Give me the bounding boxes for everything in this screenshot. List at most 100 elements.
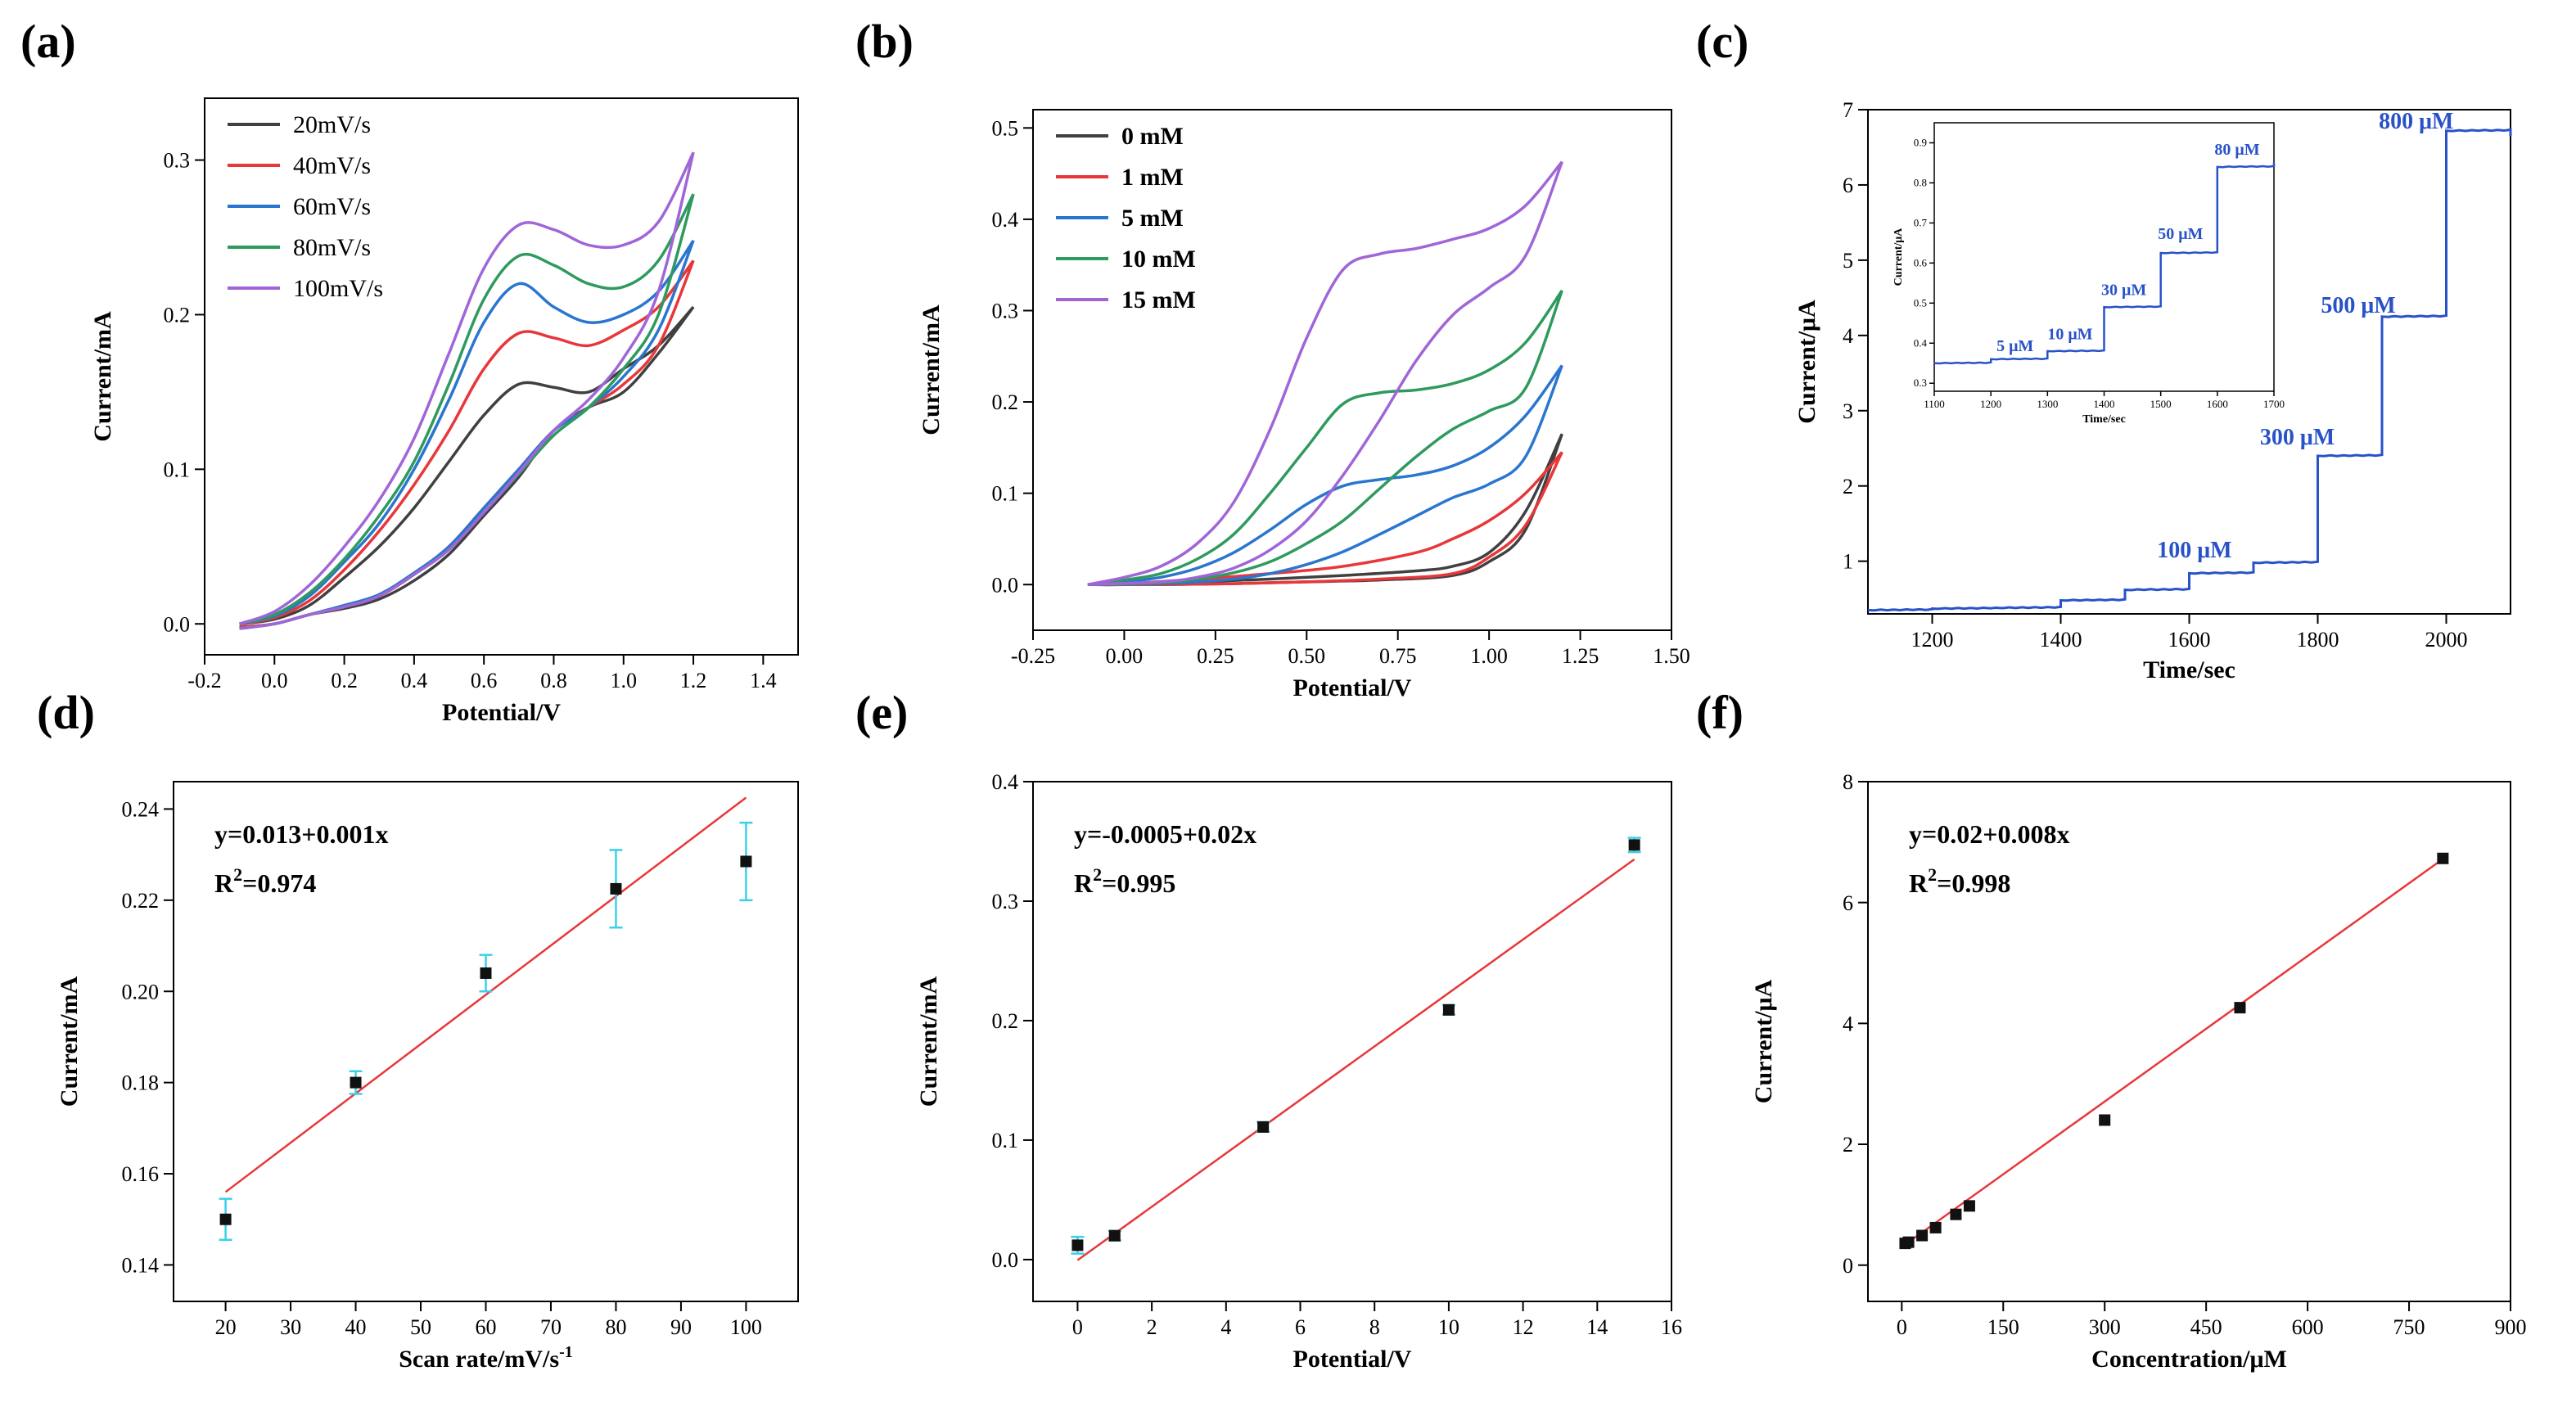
plot-frame [173,781,799,1302]
step-annotation: 800 μM [2379,109,2453,134]
panel-label: (a) [20,15,76,68]
x-tick-label: 16 [1661,1315,1682,1339]
x-tick-label: 90 [670,1315,692,1339]
x-tick-label: 80 [605,1315,626,1339]
inset-step-annotation: 80 μM [2214,141,2259,159]
fit-equation: y=0.02+0.008x [1909,819,2069,849]
y-tick-label: 0.18 [122,1071,160,1095]
x-axis-label-text: Concentration/μM [2091,1346,2287,1373]
series-line-100mV/s [239,151,695,630]
x-tick-label: 50 [410,1315,431,1339]
y-tick-label: 6 [1843,174,1853,197]
series-line-1 mM [1087,451,1563,587]
legend-label: 60mV/s [293,193,371,220]
inset-y-tick-label: 0.4 [1914,336,1928,349]
fit-line [1901,858,2444,1248]
y-tick-label: 0.1 [992,482,1019,506]
x-axis-label-text: Scan rate/mV/s [399,1346,559,1373]
inset-step-annotation: 5 μM [1996,337,2033,355]
inset-y-tick-label: 0.8 [1914,176,1927,188]
y-tick-label: 0.0 [992,1248,1019,1272]
x-tick-label: 150 [1987,1315,2019,1339]
y-tick-label: 3 [1843,399,1853,423]
x-tick-label: 0.25 [1197,644,1234,668]
data-point [1916,1229,1929,1242]
x-tick-label: 12 [1513,1315,1534,1339]
x-axis-label-sup: -1 [559,1343,573,1361]
x-tick-label: 1400 [2040,628,2082,652]
data-point [219,1213,232,1225]
x-axis-label: Potential/V [1293,674,1412,701]
inset-y-tick-label: 0.6 [1914,256,1928,268]
x-tick-label: 0.00 [1106,644,1144,668]
panel-d: (d) 20 30 40 50 60 70 80 90 100 0.14 0.16 0.18 0.20 0.… [37,686,799,1373]
series-line-0 mM [1087,433,1563,587]
y-tick-label: 1 [1843,550,1853,574]
inset-x-tick-label: 1400 [2094,398,2115,410]
step-annotation: 100 μM [2157,538,2231,563]
inset-step-annotation: 10 μM [2047,325,2092,343]
data-point [1628,839,1640,851]
fit-equation: y=-0.0005+0.02x [1074,819,1256,849]
x-tick-label: -0.25 [1011,644,1055,668]
inset-x-tick-label: 1500 [2150,398,2172,410]
x-tick-label: 900 [2495,1315,2527,1339]
panel-e: (e) 0 2 4 6 8 10 12 14 16 0.0 0.1 0.2 0.3 0.4 Potential… [855,686,1682,1373]
r2-label: R [214,868,234,898]
data-point [1902,1236,1915,1248]
fit-line [1076,858,1635,1261]
r2-sup: 2 [233,864,242,885]
data-point [2437,852,2449,864]
x-tick-label: 1.00 [1470,644,1508,668]
data-point [610,882,622,895]
x-tick-label: 14 [1586,1315,1608,1339]
legend-label: 20mV/s [293,111,371,138]
x-tick-label: 1800 [2297,628,2339,652]
y-axis-label: Current/mA [56,976,83,1107]
series-line-40mV/s [239,259,695,629]
inset-step-annotation: 30 μM [2101,282,2146,300]
x-tick-label: -0.2 [187,669,221,692]
panel-label: (b) [855,15,914,68]
y-tick-label: 0.0 [992,573,1019,597]
r2-value: =0.974 [242,868,316,898]
x-axis-label: Scan rate/mV/s-1 [399,1343,572,1373]
step-annotation: 500 μM [2321,293,2395,318]
fit-line [224,796,747,1193]
y-tick-label: 0.3 [992,890,1019,913]
y-tick-label: 4 [1843,324,1853,348]
legend-label: 10 mM [1121,246,1196,273]
y-tick-label: 0.2 [164,304,191,327]
y-tick-label: 0.3 [992,300,1019,323]
inset-y-tick-label: 0.9 [1914,136,1927,148]
x-tick-label: 0.2 [331,669,358,692]
x-tick-label: 1600 [2168,628,2211,652]
inset-y-tick-label: 0.5 [1914,296,1927,309]
x-axis-label: Time/sec [2143,656,2235,683]
y-tick-label: 6 [1843,891,1853,915]
plot-frame [204,97,799,656]
data-point [1963,1200,1975,1212]
data-point [1071,1239,1084,1251]
x-tick-label: 0 [1897,1315,1907,1339]
data-point [1950,1208,1962,1220]
x-tick-label: 0.0 [261,669,288,692]
plot-frame [1032,109,1672,631]
legend-label: 1 mM [1121,164,1184,191]
y-tick-label: 0.1 [164,458,191,481]
panel-label: (c) [1696,15,1748,68]
y-axis-label: Current/mA [89,311,116,442]
x-tick-label: 750 [2393,1315,2425,1339]
y-tick-label: 5 [1843,249,1853,273]
x-tick-label: 1.2 [680,669,707,692]
inset-step-annotation: 50 μM [2158,225,2203,243]
x-axis-label: Concentration/μM [2091,1346,2287,1373]
y-axis-label: Current/μA [1750,979,1777,1103]
inset-x-tick-label: 1100 [1924,398,1945,410]
y-axis-label: Current/mA [918,304,945,435]
legend-label: 15 mM [1121,286,1196,313]
data-point [1442,1003,1455,1016]
y-tick-label: 7 [1843,98,1853,122]
data-point [740,855,752,868]
inset-y-axis-label: Current/μA [1893,228,1905,286]
